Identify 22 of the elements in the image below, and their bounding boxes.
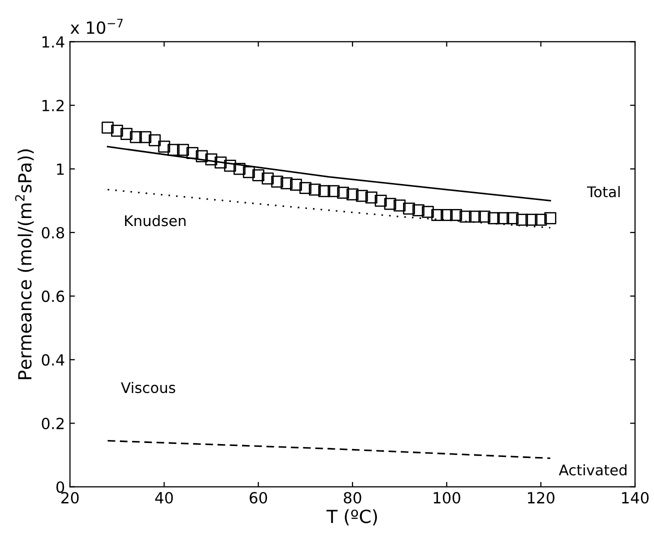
x-tick-label: 120 <box>528 492 554 504</box>
x-tick-label: 20 <box>61 492 79 504</box>
x-tick-label: 60 <box>250 492 268 504</box>
y-tick-label: 1 <box>57 164 64 175</box>
y-tick-label: 1.4 <box>42 36 64 48</box>
annotation: Viscous <box>120 382 176 394</box>
x-tick-label: 100 <box>434 492 460 504</box>
y-tick-label: 0.6 <box>42 290 64 302</box>
annotation: Knudsen <box>125 214 186 226</box>
x-tick-label: 80 <box>344 492 362 504</box>
y-tick-label: 0 <box>56 481 64 493</box>
y-tick-label: 0.8 <box>42 226 64 239</box>
y-tick-label: 0.2 <box>42 418 64 430</box>
annotation: Total <box>586 186 620 198</box>
y-axis-title: Permeance (mol/(m$^{2}$sPa)) <box>15 149 34 380</box>
y-tick-label: 0.4 <box>42 354 64 366</box>
x-tick-label: 140 <box>622 492 649 504</box>
x-tick-label: 40 <box>155 492 173 504</box>
annotation: Activated <box>558 464 626 476</box>
x-axis-title: T (ºC) <box>326 509 377 526</box>
text: x 10$^{−7}$ <box>70 18 123 34</box>
y-tick-label: 1.2 <box>42 100 64 112</box>
